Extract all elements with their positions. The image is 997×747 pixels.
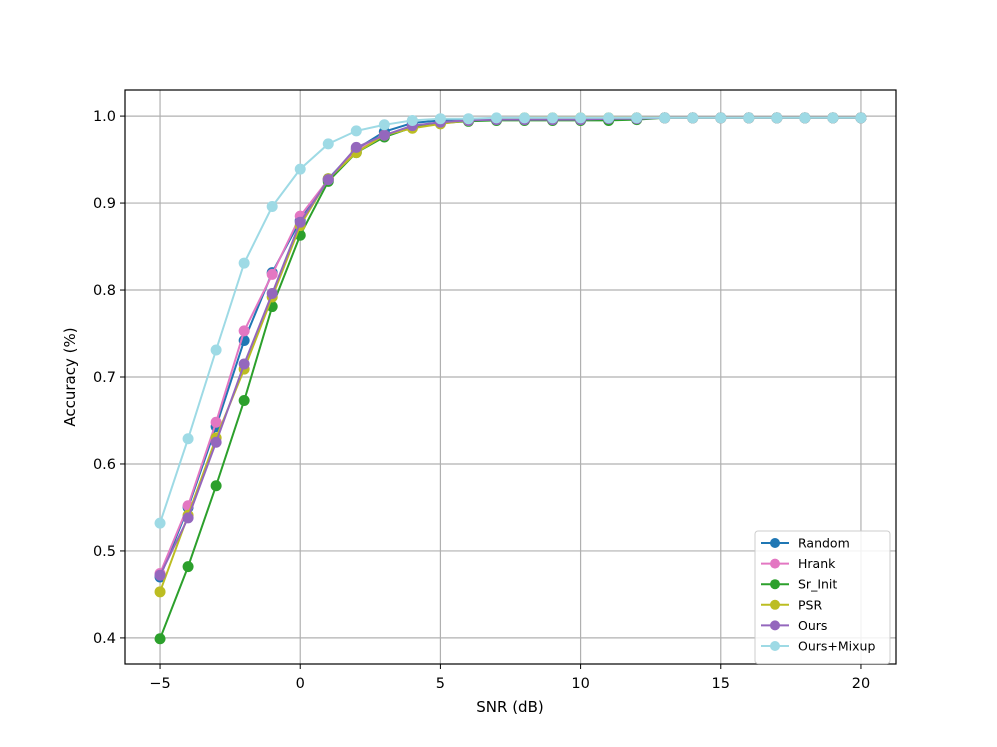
data-point	[154, 586, 166, 598]
data-point	[210, 480, 222, 492]
legend: Random Hrank Sr_Init PSR Ours Ours+Mixup	[754, 530, 891, 665]
data-point	[182, 433, 194, 445]
legend-label: PSR	[798, 597, 822, 612]
legend-swatch-marker	[770, 641, 780, 651]
x-tick-label: 20	[852, 676, 870, 692]
y-tick-label: 0.8	[93, 283, 116, 299]
legend-label: Sr_Init	[798, 577, 837, 592]
data-point	[294, 216, 306, 228]
data-point	[294, 163, 306, 175]
legend-swatch-marker	[770, 579, 780, 590]
series-lines	[154, 112, 867, 645]
legend-swatch-marker	[770, 599, 780, 610]
data-point	[154, 517, 166, 529]
x-tick-label: 0	[296, 676, 305, 692]
y-tick-label: 0.6	[93, 457, 116, 473]
data-point	[154, 569, 166, 581]
legend-label: Hrank	[798, 556, 836, 571]
data-point	[238, 257, 250, 269]
legend-label: Ours+Mixup	[798, 639, 875, 654]
y-tick-label: 0.9	[93, 196, 116, 212]
y-tick-label: 0.7	[93, 370, 116, 386]
legend-label: Ours	[798, 618, 827, 633]
data-point	[462, 113, 474, 125]
legend-item: Random	[761, 536, 850, 551]
legend-item: Ours	[761, 618, 827, 633]
data-point	[490, 112, 502, 124]
data-point	[743, 112, 755, 124]
data-point	[238, 394, 250, 406]
data-point	[322, 138, 334, 150]
data-point	[378, 119, 390, 131]
y-tick-label: 1.0	[93, 109, 116, 125]
data-point	[238, 325, 250, 337]
x-tick-label: 10	[571, 676, 589, 692]
data-point	[631, 112, 643, 124]
legend-item: Ours+Mixup	[761, 639, 875, 654]
data-point	[210, 344, 222, 356]
data-point	[266, 268, 278, 280]
data-point	[210, 436, 222, 448]
legend-item: Sr_Init	[761, 577, 837, 592]
data-point	[547, 112, 559, 124]
y-tick-label: 0.5	[93, 544, 116, 560]
legend-swatch-marker	[770, 558, 780, 569]
legend-label: Random	[798, 536, 850, 551]
data-point	[434, 113, 446, 125]
data-point	[715, 112, 727, 124]
data-point	[154, 633, 166, 645]
legend-swatch-marker	[770, 538, 780, 548]
data-point	[378, 129, 390, 141]
data-point	[406, 114, 418, 126]
data-point	[575, 112, 587, 124]
data-point	[687, 112, 699, 124]
legend-item: PSR	[761, 597, 822, 612]
x-tick-label: 5	[436, 676, 445, 692]
x-tick-label: 15	[712, 676, 730, 692]
data-point	[771, 112, 783, 124]
y-axis-title: Accuracy (%)	[61, 327, 79, 426]
y-tick-label: 0.4	[93, 631, 116, 647]
x-axis-title: SNR (dB)	[476, 698, 543, 716]
data-point	[238, 358, 250, 370]
legend-swatch-marker	[770, 620, 780, 631]
axis-ticks: −5 0 5 10 15 20 0.4 0.5 0.6 0.7 0.8 0.9 1.0	[93, 109, 870, 692]
series-ours-mixup	[154, 112, 867, 529]
data-point	[350, 141, 362, 153]
data-point	[322, 174, 334, 186]
data-point	[266, 288, 278, 300]
data-point	[603, 112, 615, 124]
x-tick-label: −5	[149, 676, 170, 692]
data-point	[519, 112, 531, 124]
data-point	[855, 112, 867, 124]
data-point	[210, 416, 222, 428]
legend-item: Hrank	[761, 556, 836, 571]
data-point	[266, 201, 278, 213]
data-point	[659, 112, 671, 124]
data-point	[182, 512, 194, 524]
data-point	[182, 561, 194, 573]
data-point	[799, 112, 811, 124]
data-point	[350, 125, 362, 137]
data-point	[827, 112, 839, 124]
